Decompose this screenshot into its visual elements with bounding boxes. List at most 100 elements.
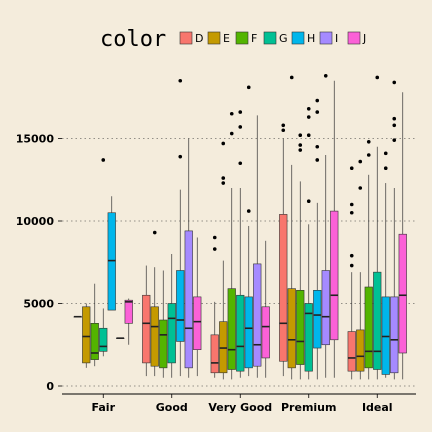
outlier-very-good-e-2 <box>221 141 226 146</box>
legend-label-e: E <box>223 32 230 45</box>
box-ideal-i <box>390 80 399 380</box>
box-body-premium-f <box>296 289 305 365</box>
axes: 0 5000 10000 15000 Fair Good Very Good Premium I… <box>16 133 416 414</box>
outlier-ideal-f-0 <box>366 153 371 157</box>
box-body-fair-j <box>124 299 133 324</box>
box-body-very-good-h <box>244 296 253 369</box>
outlier-very-good-e-1 <box>221 176 226 180</box>
legend-label-f: F <box>251 32 257 45</box>
outlier-very-good-f-1 <box>229 111 234 116</box>
box-body-very-good-d <box>210 334 219 374</box>
box-body-ideal-f <box>364 286 373 369</box>
outlier-ideal-i-1 <box>392 123 397 128</box>
outlier-ideal-e-0 <box>358 186 363 190</box>
y-tick-label-5000: 5000 <box>23 298 54 311</box>
box-body-fair-f <box>90 322 99 360</box>
box-very-good-h <box>244 85 253 377</box>
legend-label-i: I <box>335 32 338 45</box>
outlier-very-good-d-0 <box>212 247 217 251</box>
outlier-premium-d-0 <box>281 128 286 133</box>
box-body-good-e <box>150 306 159 367</box>
box-body-ideal-e <box>356 329 365 372</box>
box-very-good-j <box>261 240 270 378</box>
x-tick-label-premium: Premium <box>281 401 336 414</box>
legend: color D E F G H I J <box>100 27 366 52</box>
legend-swatch-j <box>347 31 361 45</box>
outlier-ideal-d-1 <box>349 253 354 258</box>
outlier-premium-h-1 <box>315 144 320 149</box>
outlier-good-h-0 <box>178 154 183 159</box>
box-very-good-e <box>219 141 228 380</box>
box-good-d <box>142 265 151 377</box>
box-body-ideal-i <box>390 296 399 374</box>
box-body-premium-g <box>304 303 313 372</box>
box-fair-g <box>99 158 108 357</box>
box-body-ideal-h <box>381 296 390 375</box>
box-good-j <box>193 237 202 377</box>
x-tick-label-fair: Fair <box>92 401 116 414</box>
legend-label-j: J <box>362 32 366 45</box>
legend-swatch-g <box>263 31 277 45</box>
box-body-very-good-j <box>261 306 270 359</box>
outlier-premium-h-0 <box>315 158 320 162</box>
legend-swatch-e <box>207 31 221 45</box>
box-body-very-good-i <box>253 263 262 367</box>
outlier-ideal-e-1 <box>358 159 363 164</box>
x-tick-label-ideal: Ideal <box>362 401 393 414</box>
outlier-ideal-g-0 <box>375 75 380 80</box>
box-ideal-g <box>373 75 382 380</box>
box-body-very-good-f <box>227 288 236 370</box>
outlier-ideal-i-3 <box>392 80 397 85</box>
legend-swatch-d <box>179 31 193 45</box>
box-fair-h <box>107 196 116 311</box>
outlier-good-e-0 <box>152 230 157 235</box>
box-body-premium-j <box>330 210 339 341</box>
outlier-ideal-h-1 <box>383 151 388 156</box>
outlier-ideal-i-2 <box>392 116 397 121</box>
box-ideal-j <box>398 92 407 380</box>
outlier-ideal-h-0 <box>383 166 388 170</box>
outlier-premium-h-2 <box>315 110 320 114</box>
legend-label-h: H <box>307 32 315 45</box>
outlier-premium-f-2 <box>298 133 303 137</box>
outlier-very-good-d-1 <box>212 235 217 240</box>
box-body-good-g <box>167 303 176 364</box>
box-body-premium-e <box>287 288 296 369</box>
y-tick-label-10000: 10000 <box>16 215 55 228</box>
outlier-premium-g-3 <box>306 107 311 111</box>
box-good-h <box>176 78 185 377</box>
box-body-fair-h <box>107 212 116 311</box>
box-body-ideal-g <box>373 271 382 370</box>
box-body-very-good-g <box>236 294 245 372</box>
box-ideal-h <box>381 151 390 378</box>
outlier-premium-g-1 <box>306 133 311 137</box>
box-very-good-f <box>227 111 236 380</box>
outlier-premium-f-0 <box>298 148 303 152</box>
box-body-premium-d <box>279 214 288 362</box>
box-fair-i <box>116 337 125 339</box>
outlier-premium-d-1 <box>281 123 286 128</box>
box-very-good-g <box>236 110 245 378</box>
outlier-ideal-i-0 <box>392 138 397 142</box>
outlier-very-good-h-0 <box>246 209 251 213</box>
outlier-very-good-g-0 <box>238 161 243 166</box>
box-premium-j <box>330 80 339 378</box>
box-good-e <box>150 230 159 377</box>
outlier-ideal-f-1 <box>366 140 371 144</box>
box-body-premium-i <box>321 270 330 346</box>
outlier-very-good-e-0 <box>221 181 226 185</box>
box-fair-j <box>124 298 133 345</box>
outlier-premium-i-0 <box>323 74 328 78</box>
outlier-very-good-h-1 <box>246 85 251 90</box>
legend-title: color <box>100 27 166 52</box>
legend-label-g: G <box>279 32 288 45</box>
y-tick-label-15000: 15000 <box>16 133 55 146</box>
box-body-good-f <box>159 319 168 369</box>
box-body-good-j <box>193 296 202 350</box>
outlier-ideal-d-2 <box>349 210 354 215</box>
box-ideal-e <box>356 159 365 380</box>
y-tick-label-0: 0 <box>46 380 54 393</box>
outlier-very-good-g-2 <box>238 110 243 114</box>
box-body-fair-e <box>82 306 91 364</box>
